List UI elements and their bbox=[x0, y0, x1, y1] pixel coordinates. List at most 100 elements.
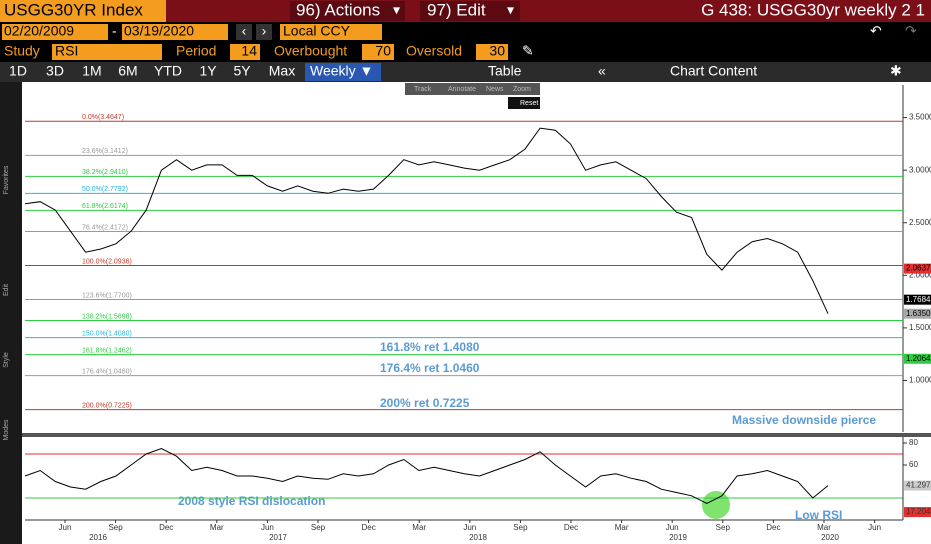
start-date-input[interactable] bbox=[2, 24, 108, 40]
rsi-line bbox=[24, 447, 829, 505]
rsi-tag bbox=[904, 480, 931, 491]
sidebar-label: Favorites bbox=[3, 165, 10, 194]
reset-button[interactable] bbox=[508, 97, 540, 109]
frequency[interactable]: Weekly ▼ bbox=[310, 63, 373, 79]
fib-label: 100.0%(2.0936) bbox=[82, 258, 132, 265]
x-tick-label: Dec bbox=[766, 523, 780, 532]
sidebar-label: Style bbox=[3, 352, 10, 368]
fib-label: 138.2%(1.5698) bbox=[82, 313, 132, 320]
start-date[interactable]: 02/20/2009 bbox=[4, 23, 74, 39]
oversold[interactable]: 30 bbox=[489, 43, 505, 59]
annotation: 2008 style RSI dislocation bbox=[178, 494, 325, 508]
pencil-icon[interactable]: ✎ bbox=[522, 43, 534, 59]
period-button[interactable]: 1Y bbox=[199, 63, 217, 79]
tool-button[interactable]: Zoom bbox=[513, 86, 531, 93]
period-button[interactable]: 1D bbox=[9, 63, 27, 79]
tool-button[interactable]: Reset bbox=[520, 100, 538, 107]
period-label: Period bbox=[176, 43, 216, 59]
y-tick-label: 1.0000 bbox=[909, 376, 931, 385]
oversold-label: Oversold bbox=[406, 43, 462, 59]
redo[interactable]: ↷ bbox=[905, 23, 917, 39]
annotation: Massive downside pierce bbox=[732, 413, 876, 427]
overbought[interactable]: 70 bbox=[375, 43, 391, 59]
x-tick-label: Sep bbox=[311, 523, 326, 532]
toolbar bbox=[0, 62, 931, 82]
currency-input[interactable] bbox=[280, 24, 382, 40]
fib-label: 161.8%(1.2462) bbox=[82, 347, 132, 354]
x-tick-label: Jun bbox=[59, 523, 72, 532]
x-tick-label: Dec bbox=[564, 523, 578, 532]
edit-button[interactable] bbox=[420, 1, 520, 21]
year-label: 2017 bbox=[269, 533, 287, 542]
actions-caret: ▾ bbox=[393, 2, 400, 18]
rsi-y-tick-label: 80 bbox=[909, 438, 918, 447]
price-tag-label: 1.7684 bbox=[906, 295, 931, 304]
period-button[interactable]: 1M bbox=[82, 63, 101, 79]
fib-label: 150.0%(1.4080) bbox=[82, 330, 132, 337]
fib-label: 50.0%(2.7792) bbox=[82, 186, 128, 193]
study-input[interactable] bbox=[52, 44, 162, 60]
period-button[interactable]: 3D bbox=[46, 63, 64, 79]
price-tag-label: 1.2064 bbox=[906, 354, 931, 363]
fib-label: 176.4%(1.0460) bbox=[82, 368, 132, 375]
tool-button[interactable]: Track bbox=[414, 86, 432, 93]
price-line bbox=[24, 127, 829, 314]
period-input[interactable] bbox=[230, 44, 260, 60]
x-tick-label: Mar bbox=[210, 523, 224, 532]
chart-content-button[interactable]: Chart Content bbox=[670, 63, 757, 79]
period[interactable]: 14 bbox=[241, 43, 257, 59]
actions-label[interactable]: 96) Actions bbox=[296, 0, 380, 19]
rsi-tag bbox=[904, 507, 931, 518]
price-tag-label: 2.0637 bbox=[906, 264, 931, 273]
price-tag bbox=[904, 353, 931, 364]
annotation: Low RSI bbox=[795, 508, 842, 522]
side-toolbar bbox=[0, 82, 22, 544]
period-button[interactable]: 5Y bbox=[233, 63, 251, 79]
collapse-icon: « bbox=[598, 63, 606, 79]
period-button[interactable]: Max bbox=[269, 63, 295, 79]
fib-label: 123.6%(1.7700) bbox=[82, 292, 132, 299]
actions-button[interactable] bbox=[290, 1, 405, 21]
x-tick-label: Dec bbox=[361, 523, 375, 532]
panel-divider bbox=[22, 433, 931, 437]
x-tick-label: Sep bbox=[716, 523, 731, 532]
highlight-circle bbox=[702, 491, 730, 519]
prev-button[interactable] bbox=[236, 24, 252, 40]
overbought-input[interactable] bbox=[362, 44, 394, 60]
end-date[interactable]: 03/19/2020 bbox=[124, 23, 194, 39]
x-tick-label: Jun bbox=[261, 523, 274, 532]
tool-button[interactable]: News bbox=[486, 86, 504, 93]
y-tick-label: 3.0000 bbox=[909, 165, 931, 174]
fib-label: 61.8%(2.6174) bbox=[82, 203, 128, 210]
frequency-button[interactable] bbox=[305, 63, 381, 81]
fib-label: 38.2%(2.9410) bbox=[82, 169, 128, 176]
end-date-input[interactable] bbox=[122, 24, 228, 40]
currency[interactable]: Local CCY bbox=[283, 23, 351, 39]
period-button[interactable]: YTD bbox=[154, 63, 182, 79]
x-tick-label: Jun bbox=[463, 523, 476, 532]
edit-label[interactable]: 97) Edit bbox=[427, 0, 486, 19]
ticker[interactable]: USGG30YR Index bbox=[4, 0, 143, 19]
undo[interactable]: ↶ bbox=[870, 23, 882, 39]
overbought-label: Overbought bbox=[274, 43, 347, 59]
next-button[interactable] bbox=[256, 24, 272, 40]
chart-area bbox=[0, 82, 931, 544]
x-tick-label: Jun bbox=[868, 523, 881, 532]
oversold-input[interactable] bbox=[476, 44, 508, 60]
sidebar-label: Edit bbox=[3, 284, 10, 296]
settings-icon[interactable]: ✱ bbox=[890, 63, 902, 79]
ticker-box[interactable] bbox=[0, 0, 166, 22]
table-button[interactable]: Table bbox=[488, 63, 522, 79]
study-name[interactable]: RSI bbox=[55, 43, 78, 59]
period-button[interactable]: 6M bbox=[118, 63, 137, 79]
x-tick-label: Jun bbox=[666, 523, 679, 532]
tool-button[interactable]: Annotate bbox=[448, 86, 476, 93]
study-label: Study bbox=[4, 43, 40, 59]
window-title: G 438: USGG30yr weekly 2 1 bbox=[701, 0, 925, 19]
x-tick-label: Mar bbox=[412, 523, 426, 532]
x-tick-label: Sep bbox=[513, 523, 528, 532]
y-tick-label: 2.0000 bbox=[909, 270, 931, 279]
